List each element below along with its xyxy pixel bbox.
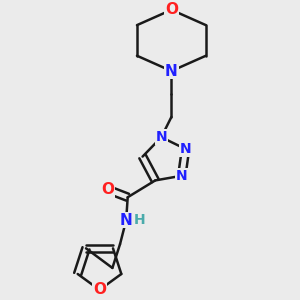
Text: N: N [120,213,133,228]
Text: N: N [180,142,191,156]
Text: O: O [93,282,106,297]
Text: O: O [165,2,178,17]
Text: N: N [155,130,167,144]
Text: H: H [134,213,146,227]
Text: N: N [165,64,178,79]
Text: N: N [176,169,188,183]
Text: O: O [101,182,114,197]
